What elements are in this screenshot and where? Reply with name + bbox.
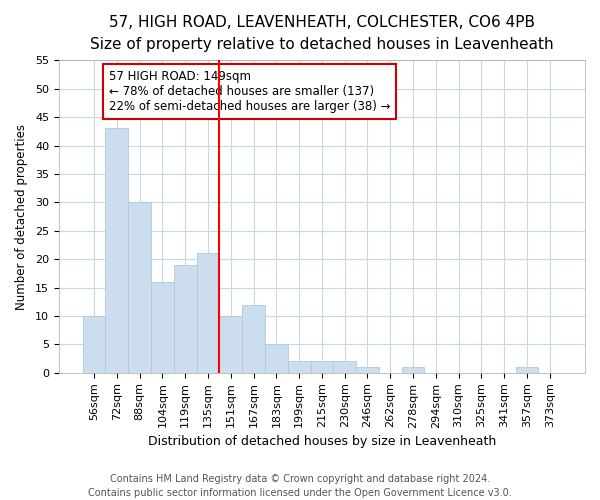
Bar xyxy=(333,362,356,372)
Title: 57, HIGH ROAD, LEAVENHEATH, COLCHESTER, CO6 4PB
Size of property relative to det: 57, HIGH ROAD, LEAVENHEATH, COLCHESTER, … xyxy=(90,15,554,52)
X-axis label: Distribution of detached houses by size in Leavenheath: Distribution of detached houses by size … xyxy=(148,434,496,448)
Bar xyxy=(288,362,311,372)
Bar xyxy=(401,367,424,372)
Bar xyxy=(174,265,197,372)
Bar xyxy=(515,367,538,372)
Bar xyxy=(106,128,128,372)
Text: Contains HM Land Registry data © Crown copyright and database right 2024.
Contai: Contains HM Land Registry data © Crown c… xyxy=(88,474,512,498)
Bar xyxy=(151,282,174,372)
Bar xyxy=(220,316,242,372)
Text: 57 HIGH ROAD: 149sqm
← 78% of detached houses are smaller (137)
22% of semi-deta: 57 HIGH ROAD: 149sqm ← 78% of detached h… xyxy=(109,70,390,112)
Bar xyxy=(356,367,379,372)
Y-axis label: Number of detached properties: Number of detached properties xyxy=(15,124,28,310)
Bar xyxy=(83,316,106,372)
Bar xyxy=(128,202,151,372)
Bar xyxy=(265,344,288,372)
Bar xyxy=(242,304,265,372)
Bar xyxy=(197,254,220,372)
Bar xyxy=(311,362,333,372)
